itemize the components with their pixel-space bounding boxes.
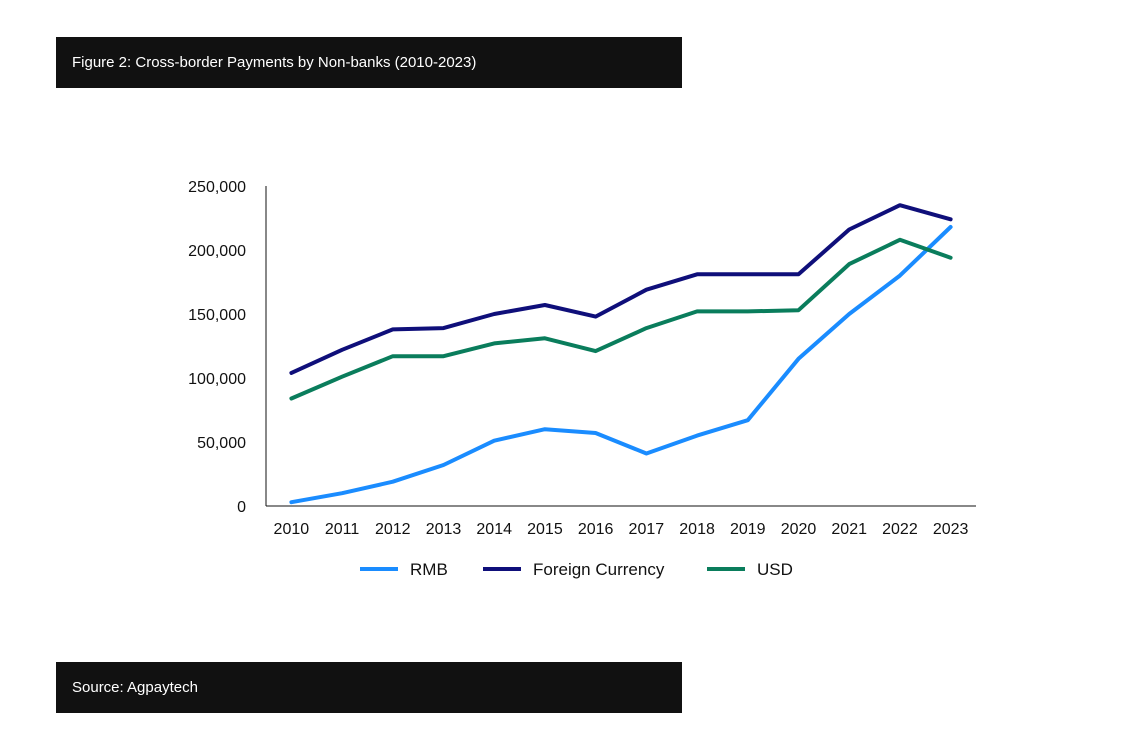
figure-title-bar: Figure 2: Cross-border Payments by Non-b… [56,37,682,88]
x-tick-label: 2010 [274,521,310,538]
chart-axes: 0 50,000 100,000 150,000 200,000 250,000 2010 2… [188,179,976,538]
x-tick-label: 2014 [476,521,512,538]
x-tick-label: 2012 [375,521,411,538]
x-tick-label: 2017 [629,521,665,538]
y-tick-label: 250,000 [188,179,246,196]
y-tick-label: 200,000 [188,243,246,260]
x-tick-label: 2023 [933,521,969,538]
chart-legend: RMB Foreign Currency USD [360,560,793,579]
series-line [289,203,953,375]
chart-series [289,203,953,505]
y-tick-label: 150,000 [188,307,246,324]
legend-label: USD [757,560,793,579]
legend-label: RMB [410,560,448,579]
y-tick-label: 100,000 [188,371,246,388]
x-tick-label: 2021 [831,521,867,538]
source-text: Source: Agpaytech [72,679,198,696]
x-tick-label: 2016 [578,521,614,538]
x-tick-label: 2020 [781,521,817,538]
series-line [289,237,953,401]
x-tick-label: 2018 [679,521,715,538]
legend-label: Foreign Currency [533,560,665,579]
figure-title: Figure 2: Cross-border Payments by Non-b… [72,54,477,71]
y-tick-label: 50,000 [197,435,246,452]
x-tick-label: 2015 [527,521,563,538]
x-tick-label: 2011 [325,521,360,538]
series-line [289,225,953,505]
x-tick-label: 2022 [882,521,918,538]
x-tick-label: 2013 [426,521,462,538]
y-tick-label: 0 [237,499,246,516]
x-tick-label: 2019 [730,521,766,538]
source-bar: Source: Agpaytech [56,662,682,713]
